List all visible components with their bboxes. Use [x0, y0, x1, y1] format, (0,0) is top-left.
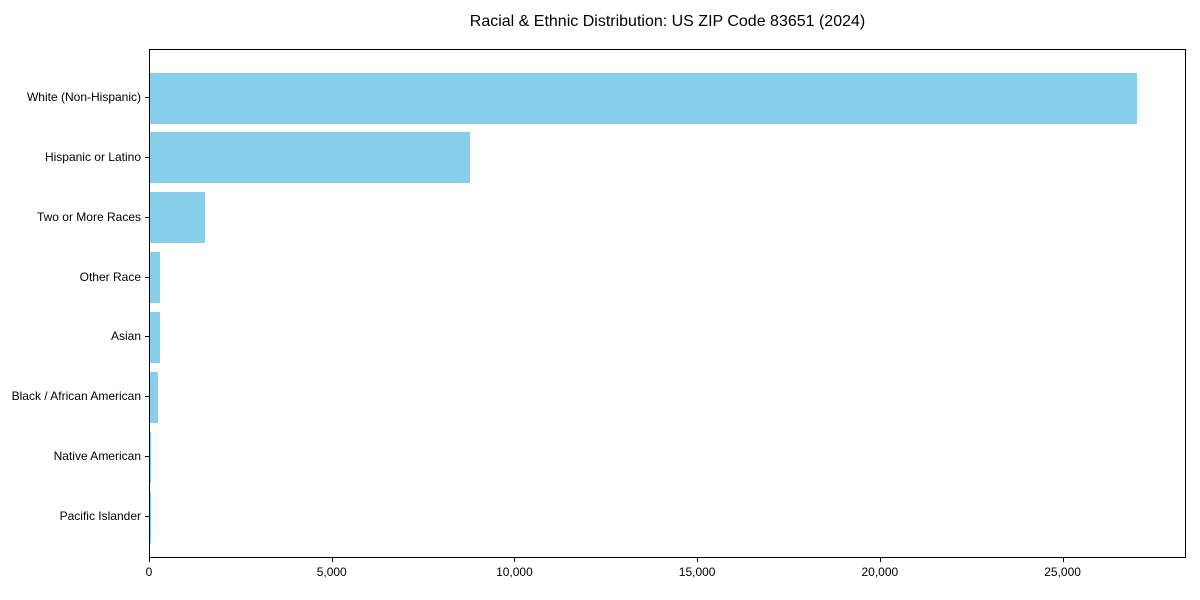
x-tick-mark-25000 — [1062, 558, 1064, 562]
bar-native-american — [150, 431, 152, 483]
x-tick-label-5000: 5,000 — [316, 565, 347, 579]
bar-black-african-american — [150, 371, 159, 423]
plot-area — [149, 49, 1186, 558]
bar-hispanic-or-latino — [150, 132, 470, 184]
x-tick-label-0: 0 — [145, 565, 153, 579]
chart-title: Racial & Ethnic Distribution: US ZIP Cod… — [469, 13, 866, 30]
y-tick-label-hispanic-or-latino: Hispanic or Latino — [44, 149, 141, 164]
y-tick-label-other-race: Other Race — [79, 269, 141, 284]
y-tick-mark-native-american — [145, 456, 149, 458]
y-tick-label-asian: Asian — [110, 329, 141, 344]
bar-white-non-hispanic — [150, 72, 1137, 124]
y-tick-mark-two-or-more-races — [145, 216, 149, 218]
x-tick-label-25000: 25,000 — [1044, 565, 1081, 579]
y-tick-label-black-african-american: Black / African American — [11, 389, 141, 404]
x-tick-label-10000: 10,000 — [496, 565, 533, 579]
bar-two-or-more-races — [150, 192, 205, 244]
y-tick-label-pacific-islander: Pacific Islander — [59, 509, 141, 523]
y-tick-mark-pacific-islander — [145, 516, 149, 517]
y-tick-mark-asian — [145, 336, 149, 338]
x-tick-mark-0 — [149, 558, 150, 562]
y-tick-mark-other-race — [145, 276, 149, 278]
x-tick-label-20000: 20,000 — [861, 565, 899, 579]
y-tick-mark-black-african-american — [145, 396, 149, 398]
x-tick-mark-15000 — [697, 558, 699, 562]
y-tick-mark-white-non-hispanic — [145, 97, 149, 98]
bar-asian — [150, 311, 160, 363]
bar-other-race — [150, 252, 161, 304]
y-tick-label-two-or-more-races: Two or More Races — [36, 209, 141, 224]
y-tick-label-white-non-hispanic: White (Non-Hispanic) — [26, 90, 141, 104]
x-tick-mark-5000 — [331, 558, 333, 562]
x-tick-mark-20000 — [879, 558, 881, 562]
x-tick-label-15000: 15,000 — [678, 565, 716, 579]
y-tick-mark-hispanic-or-latino — [145, 156, 149, 158]
y-tick-label-native-american: Native American — [53, 449, 141, 464]
x-tick-mark-10000 — [514, 558, 516, 562]
